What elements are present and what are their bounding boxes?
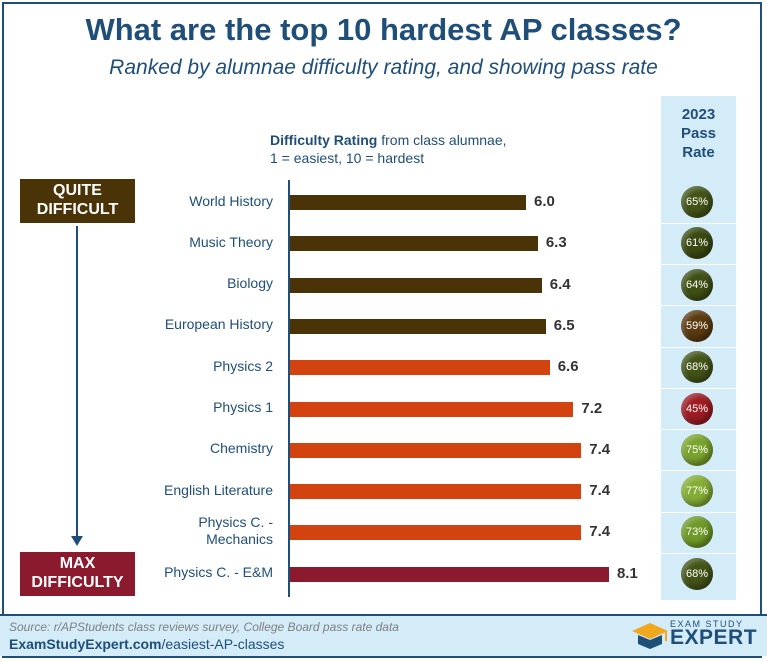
bar-value-label: 6.3 bbox=[545, 234, 567, 252]
bar bbox=[290, 195, 526, 210]
bar bbox=[290, 401, 574, 417]
bar-value-label: 6.0 bbox=[534, 193, 555, 210]
max-difficulty-line2: DIFFICULTY bbox=[31, 574, 124, 591]
pass-rate-year: 2023 bbox=[681, 106, 716, 123]
difficulty-label-rest: from class alumnae, bbox=[377, 132, 507, 148]
category-axis-line bbox=[288, 180, 290, 597]
difficulty-label-scale: 1 = easiest, 10 = hardest bbox=[270, 150, 425, 166]
category-label-line: Physics C. - E&M bbox=[164, 564, 273, 581]
pass-rate-circle: 59% bbox=[681, 309, 713, 342]
chart-subtitle: Ranked by alumnae difficulty rating, and… bbox=[109, 56, 658, 79]
source-note: Source: r/APStudents class reviews surve… bbox=[9, 620, 399, 634]
pass-rate-circle: 65% bbox=[681, 186, 713, 218]
category-label-line: Physics 2 bbox=[213, 357, 273, 374]
max-difficulty-line1: MAX bbox=[59, 555, 96, 572]
chart-title: What are the top 10 hardest AP classes? bbox=[85, 12, 682, 47]
bar bbox=[290, 442, 582, 458]
bar-value-label: 7.4 bbox=[589, 440, 611, 458]
category-label-line: European History bbox=[164, 316, 273, 333]
category-label: Physics 1 bbox=[213, 399, 273, 416]
pass-rate-circle: 75% bbox=[681, 433, 713, 466]
bar-value-label: 7.4 bbox=[589, 523, 611, 541]
pass-rate-header: 2023 Pass Rate bbox=[661, 105, 736, 162]
max-difficulty-badge: MAX DIFFICULTY bbox=[20, 552, 135, 596]
pass-rate-separator bbox=[661, 346, 736, 348]
category-label-line: Physics C. - bbox=[198, 514, 273, 531]
category-label: English Literature bbox=[164, 482, 273, 499]
pass-rate-circle: 77% bbox=[681, 475, 713, 508]
pass-rate-circle: 64% bbox=[681, 268, 713, 301]
pass-rate-column bbox=[661, 96, 736, 600]
category-label-line: Physics 1 bbox=[213, 399, 273, 415]
graduation-cap-icon bbox=[632, 623, 668, 649]
logo-small-text: EXAM STUDY bbox=[670, 619, 744, 629]
site-link-path: /easiest-AP-classes bbox=[161, 636, 285, 652]
bar bbox=[290, 318, 546, 334]
category-label-line: Biology bbox=[227, 275, 273, 292]
category-label-line: Mechanics bbox=[206, 531, 273, 548]
bar bbox=[290, 236, 538, 252]
pass-rate-separator bbox=[661, 263, 736, 265]
bar-value-label: 6.6 bbox=[557, 358, 579, 376]
difficulty-label-bold: Difficulty Rating bbox=[270, 132, 378, 148]
bar bbox=[290, 277, 542, 293]
pass-rate-separator bbox=[661, 222, 736, 224]
bar-value-label: 8.1 bbox=[616, 564, 638, 582]
pass-rate-word: Pass bbox=[680, 125, 717, 142]
pass-rate-separator bbox=[661, 470, 736, 472]
bar-value-label: 7.2 bbox=[581, 399, 603, 417]
pass-rate-circle: 73% bbox=[681, 516, 713, 549]
category-label-line: Music Theory bbox=[189, 233, 273, 250]
category-label: Music Theory bbox=[189, 234, 273, 251]
bar-value-label: 6.4 bbox=[549, 275, 571, 293]
pass-rate-circle: 68% bbox=[681, 557, 713, 590]
bar bbox=[290, 566, 609, 582]
pass-rate-separator bbox=[661, 511, 736, 513]
quite-difficult-line1: QUITE bbox=[53, 182, 102, 199]
bar bbox=[290, 525, 582, 541]
bar bbox=[290, 360, 550, 376]
category-label: Physics C. - E&M bbox=[164, 564, 273, 581]
quite-difficult-badge: QUITE DIFFICULT bbox=[20, 179, 135, 223]
pass-rate-separator bbox=[661, 429, 736, 431]
site-link[interactable]: ExamStudyExpert.com/easiest-AP-classes bbox=[9, 636, 284, 652]
pass-rate-word2: Rate bbox=[682, 144, 715, 161]
category-label-line: English Literature bbox=[164, 481, 273, 498]
bar-value-label: 6.5 bbox=[553, 316, 575, 334]
difficulty-axis-label: Difficulty Rating from class alumnae, 1 … bbox=[270, 131, 507, 167]
category-label-line: World History bbox=[189, 192, 273, 209]
category-label: World History bbox=[189, 193, 273, 210]
pass-rate-separator bbox=[661, 305, 736, 307]
site-link-domain: ExamStudyExpert.com bbox=[9, 636, 162, 652]
footer-band bbox=[0, 614, 767, 656]
pass-rate-circle: 45% bbox=[681, 392, 713, 425]
pass-rate-circle: 61% bbox=[681, 227, 713, 260]
logo-big-text: EXPERT bbox=[670, 626, 758, 649]
quite-difficult-line2: DIFFICULT bbox=[36, 201, 119, 218]
category-label: Physics C. - Mechanics bbox=[198, 514, 273, 548]
category-label: Physics 2 bbox=[213, 358, 273, 375]
bar bbox=[290, 484, 582, 500]
difficulty-arrow-line bbox=[76, 226, 78, 541]
category-label: Biology bbox=[227, 275, 273, 292]
pass-rate-circle: 68% bbox=[681, 351, 713, 384]
down-arrow-icon bbox=[71, 536, 83, 546]
bar-value-label: 7.4 bbox=[589, 482, 611, 500]
category-label: European History bbox=[165, 316, 273, 333]
category-label-line: Chemistry bbox=[209, 440, 273, 457]
pass-rate-separator bbox=[661, 387, 736, 389]
pass-rate-separator bbox=[661, 553, 736, 555]
category-label: Chemistry bbox=[210, 440, 273, 457]
